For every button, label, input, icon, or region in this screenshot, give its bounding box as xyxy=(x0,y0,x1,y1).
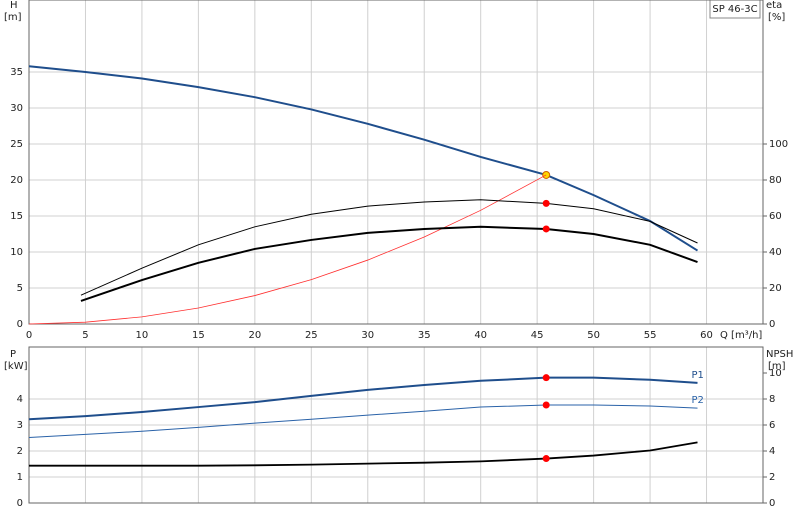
y-tick-label: 4 xyxy=(17,394,23,405)
y-tick-label: 3 xyxy=(17,420,23,431)
y-tick-label: 20 xyxy=(10,175,23,186)
y-tick-label: 15 xyxy=(10,211,23,222)
y2-axis-title: eta xyxy=(766,0,782,11)
y-tick-label: 35 xyxy=(10,67,23,78)
y-tick-label: 2 xyxy=(17,446,23,457)
series-label: P2 xyxy=(692,395,704,406)
series-line xyxy=(28,376,698,421)
y2-axis-unit: [%] xyxy=(768,12,785,23)
y2-tick-label: 0 xyxy=(769,319,775,330)
y2-tick-label: 4 xyxy=(769,446,775,457)
y2-tick-label: 8 xyxy=(769,394,775,405)
x-tick-label: 10 xyxy=(136,330,149,341)
duty-point xyxy=(542,374,550,382)
series-line xyxy=(80,225,698,302)
y-axis-unit: [m] xyxy=(4,12,22,23)
series-line xyxy=(28,404,698,438)
x-tick-label: 40 xyxy=(474,330,487,341)
series-line xyxy=(29,441,698,467)
y-tick-label: 25 xyxy=(10,139,23,150)
y2-axis-unit: [m] xyxy=(768,361,786,372)
y2-tick-label: 0 xyxy=(769,498,775,509)
y2-tick-label: 80 xyxy=(769,175,782,186)
y2-tick-label: 10 xyxy=(769,368,782,379)
x-tick-label: 55 xyxy=(644,330,657,341)
series-line xyxy=(28,174,547,325)
plot-frame xyxy=(28,0,764,325)
y-tick-label: 0 xyxy=(17,319,23,330)
series-label: P1 xyxy=(692,370,704,381)
y-axis-title: H xyxy=(10,0,18,11)
y-axis-title: P xyxy=(10,349,16,360)
y-tick-label: 5 xyxy=(17,283,23,294)
x-tick-label: 30 xyxy=(361,330,374,341)
x-tick-label: 25 xyxy=(305,330,318,341)
y-tick-label: 0 xyxy=(17,498,23,509)
x-tick-label: 0 xyxy=(26,330,32,341)
y2-tick-label: 6 xyxy=(769,420,775,431)
x-tick-label: 5 xyxy=(82,330,88,341)
y2-tick-label: 2 xyxy=(769,472,775,483)
y-tick-label: 30 xyxy=(10,103,23,114)
y2-axis-title: NPSH xyxy=(766,349,793,360)
x-tick-label: 15 xyxy=(192,330,205,341)
y2-tick-label: 60 xyxy=(769,211,782,222)
chart-title: SP 46-3C xyxy=(712,4,757,15)
y-tick-label: 10 xyxy=(10,247,23,258)
x-tick-label: 45 xyxy=(531,330,544,341)
duty-point xyxy=(542,225,550,233)
x-tick-label: 20 xyxy=(248,330,261,341)
x-tick-label: 50 xyxy=(587,330,600,341)
y2-tick-label: 40 xyxy=(769,247,782,258)
y-axis-unit: [kW] xyxy=(4,361,28,372)
duty-point xyxy=(542,401,550,409)
y2-tick-label: 20 xyxy=(769,283,782,294)
x-tick-label: 60 xyxy=(700,330,713,341)
y-tick-label: 1 xyxy=(17,472,23,483)
x-axis-title: Q [m³/h] xyxy=(720,330,762,341)
title-box xyxy=(709,0,761,19)
series-line xyxy=(28,65,699,252)
y2-tick-label: 100 xyxy=(769,139,788,150)
x-tick-label: 35 xyxy=(418,330,431,341)
series-line xyxy=(80,199,698,296)
duty-point xyxy=(542,455,550,463)
plot-frame xyxy=(28,346,764,504)
duty-point xyxy=(542,199,550,207)
